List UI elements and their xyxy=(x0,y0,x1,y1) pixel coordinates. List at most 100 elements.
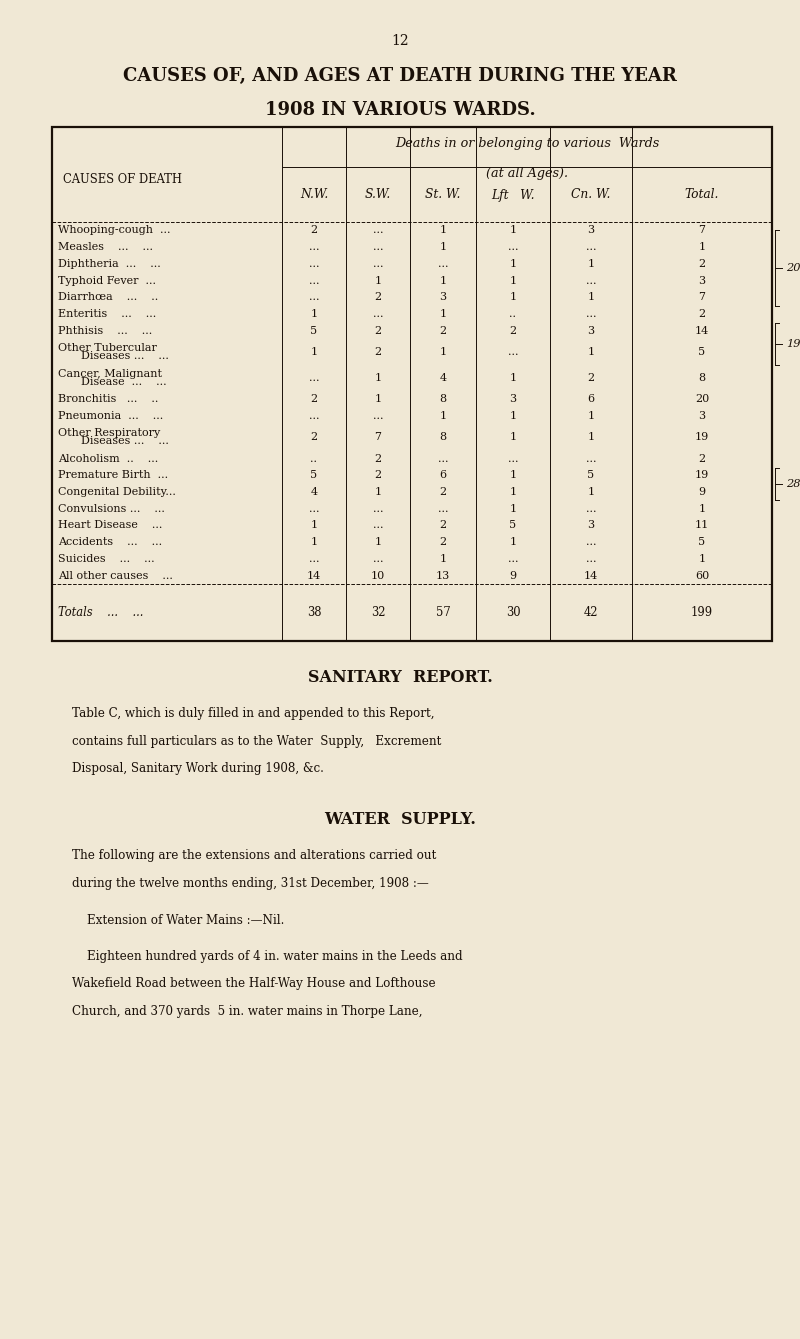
Text: 1: 1 xyxy=(439,411,446,420)
Text: 1: 1 xyxy=(439,309,446,319)
Text: 8: 8 xyxy=(439,394,446,404)
Text: 32: 32 xyxy=(370,607,386,619)
Text: 3: 3 xyxy=(510,394,517,404)
Text: 10: 10 xyxy=(371,570,385,581)
Text: Diseases ...    ...: Diseases ... ... xyxy=(74,437,169,446)
Text: 3: 3 xyxy=(698,276,706,285)
Text: Phthisis    ...    ...: Phthisis ... ... xyxy=(58,325,152,336)
Text: 2: 2 xyxy=(374,292,382,303)
Text: Diarrhœa    ...    ..: Diarrhœa ... .. xyxy=(58,292,158,303)
Text: 1: 1 xyxy=(510,432,517,442)
Text: 1: 1 xyxy=(310,537,318,548)
Text: CAUSES OF, AND AGES AT DEATH DURING THE YEAR: CAUSES OF, AND AGES AT DEATH DURING THE … xyxy=(123,67,677,84)
Text: Other Respiratory: Other Respiratory xyxy=(58,428,160,438)
Text: ...: ... xyxy=(309,242,319,252)
Text: ...: ... xyxy=(586,454,596,463)
Text: 1: 1 xyxy=(587,411,594,420)
Text: 2: 2 xyxy=(510,325,517,336)
Text: 9: 9 xyxy=(510,570,517,581)
Text: 19: 19 xyxy=(695,470,709,481)
Text: 1: 1 xyxy=(439,276,446,285)
Text: ...: ... xyxy=(309,554,319,564)
Text: 1: 1 xyxy=(510,487,517,497)
Text: ...: ... xyxy=(373,258,383,269)
Text: ...: ... xyxy=(508,454,518,463)
Text: Disposal, Sanitary Work during 1908, &c.: Disposal, Sanitary Work during 1908, &c. xyxy=(72,762,324,775)
Text: ...: ... xyxy=(309,276,319,285)
Text: Cn. W.: Cn. W. xyxy=(571,189,610,201)
Text: ..: .. xyxy=(510,309,517,319)
Text: 1: 1 xyxy=(587,292,594,303)
Text: 2: 2 xyxy=(310,225,318,236)
Text: N.W.: N.W. xyxy=(300,189,328,201)
Text: 14: 14 xyxy=(307,570,321,581)
Text: 1: 1 xyxy=(698,554,706,564)
Text: 5: 5 xyxy=(310,470,318,481)
Text: ...: ... xyxy=(438,454,448,463)
Text: during the twelve months ending, 31st December, 1908 :—: during the twelve months ending, 31st De… xyxy=(72,877,429,890)
Text: Congenital Debility...: Congenital Debility... xyxy=(58,487,176,497)
Text: Church, and 370 yards  5 in. water mains in Thorpe Lane,: Church, and 370 yards 5 in. water mains … xyxy=(72,1006,422,1018)
Text: 1: 1 xyxy=(587,347,594,358)
Text: 1: 1 xyxy=(374,374,382,383)
Text: 2: 2 xyxy=(439,487,446,497)
Text: Totals    ...    ...: Totals ... ... xyxy=(58,607,143,619)
Text: 1: 1 xyxy=(374,487,382,497)
Text: Heart Disease    ...: Heart Disease ... xyxy=(58,521,162,530)
Text: 1: 1 xyxy=(510,225,517,236)
Text: ..: .. xyxy=(310,454,318,463)
Text: ...: ... xyxy=(373,503,383,514)
Text: All other causes    ...: All other causes ... xyxy=(58,570,173,581)
Text: 13: 13 xyxy=(436,570,450,581)
Text: CAUSES OF DEATH: CAUSES OF DEATH xyxy=(63,173,182,186)
Text: 6: 6 xyxy=(587,394,594,404)
Text: 1: 1 xyxy=(587,487,594,497)
Text: 1: 1 xyxy=(374,276,382,285)
Text: 38: 38 xyxy=(306,607,322,619)
Text: Premature Birth  ...: Premature Birth ... xyxy=(58,470,168,481)
Text: ...: ... xyxy=(508,347,518,358)
Text: 12: 12 xyxy=(391,33,409,48)
Text: 20: 20 xyxy=(786,262,800,273)
Text: 1: 1 xyxy=(439,225,446,236)
Text: Eighteen hundred yards of 4 in. water mains in the Leeds and: Eighteen hundred yards of 4 in. water ma… xyxy=(72,949,462,963)
Text: 2: 2 xyxy=(374,325,382,336)
Text: Table C, which is duly filled in and appended to this Report,: Table C, which is duly filled in and app… xyxy=(72,707,434,720)
Text: The following are the extensions and alterations carried out: The following are the extensions and alt… xyxy=(72,849,436,862)
Text: Suicides    ...    ...: Suicides ... ... xyxy=(58,554,154,564)
Text: Diphtheria  ...    ...: Diphtheria ... ... xyxy=(58,258,161,269)
Text: Cancer, Malignant: Cancer, Malignant xyxy=(58,370,162,379)
Text: 1: 1 xyxy=(310,521,318,530)
Text: 1: 1 xyxy=(587,432,594,442)
Text: 199: 199 xyxy=(691,607,713,619)
Text: 1: 1 xyxy=(439,242,446,252)
Text: ...: ... xyxy=(438,258,448,269)
Text: Alcoholism  ..    ...: Alcoholism .. ... xyxy=(58,454,158,463)
Text: Diseases ...    ...: Diseases ... ... xyxy=(74,351,169,360)
Text: ...: ... xyxy=(309,411,319,420)
Text: 2: 2 xyxy=(374,347,382,358)
Text: ...: ... xyxy=(373,554,383,564)
Text: 14: 14 xyxy=(695,325,709,336)
Text: 2: 2 xyxy=(310,432,318,442)
Text: 1: 1 xyxy=(510,374,517,383)
Text: 3: 3 xyxy=(587,521,594,530)
Text: 8: 8 xyxy=(698,374,706,383)
Text: WATER  SUPPLY.: WATER SUPPLY. xyxy=(324,811,476,829)
Text: 1: 1 xyxy=(587,258,594,269)
Text: Convulsions ...    ...: Convulsions ... ... xyxy=(58,503,165,514)
Text: ...: ... xyxy=(373,411,383,420)
Text: ...: ... xyxy=(586,242,596,252)
Text: ...: ... xyxy=(309,503,319,514)
Text: St. W.: St. W. xyxy=(426,189,461,201)
Bar xyxy=(52,127,772,641)
Text: 2: 2 xyxy=(698,309,706,319)
Text: 1: 1 xyxy=(310,309,318,319)
Text: ...: ... xyxy=(586,537,596,548)
Text: 2: 2 xyxy=(310,394,318,404)
Text: Total.: Total. xyxy=(685,189,719,201)
Text: 7: 7 xyxy=(698,225,706,236)
Text: 1: 1 xyxy=(698,503,706,514)
Text: 42: 42 xyxy=(584,607,598,619)
Text: 2: 2 xyxy=(698,258,706,269)
